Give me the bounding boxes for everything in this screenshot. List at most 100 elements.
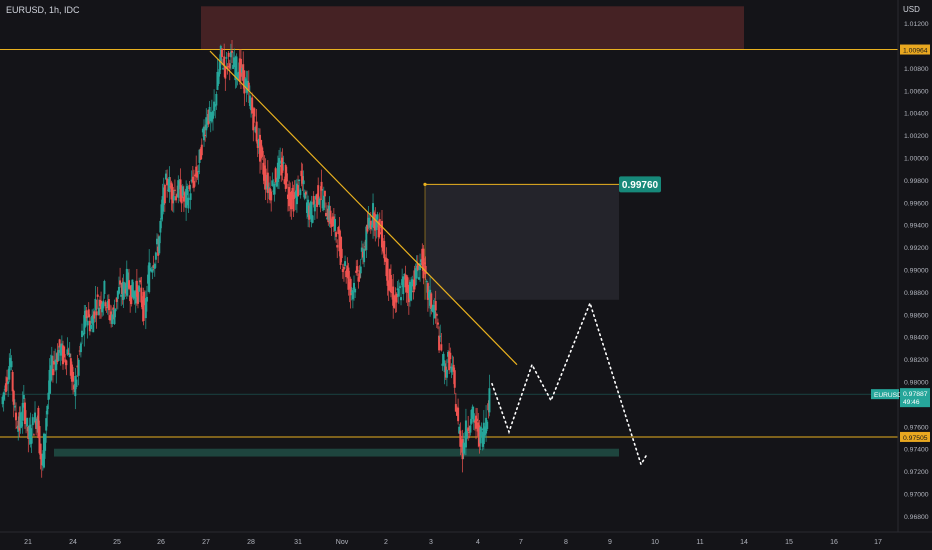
candle-body: [156, 238, 159, 245]
candle-body: [168, 176, 171, 193]
candle-body: [463, 442, 466, 446]
candle-body: [89, 324, 92, 330]
candle-body: [243, 70, 246, 94]
candle-body: [31, 417, 34, 426]
candle-body: [280, 165, 283, 176]
candle-body: [295, 183, 298, 205]
price-axis[interactable]: 1.01200 1.00800 1.00600 1.00400 1.00200 1.000…: [871, 0, 930, 532]
candle-body: [210, 112, 213, 122]
candle-body: [430, 293, 433, 309]
candle-body: [393, 300, 396, 308]
candle-body: [176, 193, 179, 197]
candle-body: [49, 365, 52, 382]
candle-body: [106, 300, 109, 308]
candle-body: [104, 302, 107, 307]
candle-body: [10, 361, 13, 368]
candle-body: [375, 216, 378, 231]
candle-body: [179, 179, 182, 202]
candle-body: [95, 311, 98, 316]
candle-body: [147, 274, 150, 284]
candle-body: [236, 74, 239, 79]
candle-body: [253, 108, 256, 117]
candle-body: [369, 220, 372, 230]
candle-body: [298, 179, 301, 182]
candle-body: [153, 263, 156, 269]
candle-body: [442, 353, 445, 365]
current-symbol-label: EURUSD: [874, 392, 902, 399]
candle-body: [11, 371, 14, 392]
candle-body: [330, 219, 333, 227]
candle-body: [340, 248, 343, 259]
candle-body: [123, 283, 126, 293]
candle-body: [299, 189, 302, 195]
candle-body: [471, 406, 474, 416]
candle-body: [314, 195, 317, 200]
candle-body: [461, 438, 464, 460]
candle-body: [389, 275, 392, 293]
price-tick: 1.00200: [904, 133, 929, 140]
candle-body: [48, 369, 51, 394]
candle-body: [400, 297, 403, 301]
candle-body: [105, 307, 108, 309]
candle-body: [405, 276, 408, 293]
candle-body: [117, 286, 120, 294]
candle-body: [481, 431, 484, 447]
candle-body: [320, 181, 323, 191]
candle-body: [57, 350, 60, 361]
time-label: 27: [202, 539, 210, 546]
candle-body: [101, 303, 104, 313]
price-tick: 1.00000: [904, 156, 929, 163]
candle-body: [387, 281, 390, 291]
candle-body: [394, 295, 397, 302]
candle-body: [184, 192, 186, 198]
candle-body: [187, 197, 190, 209]
target-badge: 0.99760: [619, 176, 661, 193]
target-badge-box: [619, 176, 661, 193]
candle-body: [181, 186, 184, 196]
candle-body: [125, 268, 128, 296]
candle-body: [138, 285, 141, 292]
candle-body: [376, 214, 379, 220]
candle-body: [56, 352, 59, 363]
candle-body: [164, 173, 167, 180]
candle-body: [374, 214, 377, 231]
candle-body: [112, 307, 115, 310]
candle-body: [246, 80, 249, 92]
candle-body: [302, 180, 305, 185]
candle-body: [235, 56, 238, 76]
candle-body: [473, 421, 476, 423]
candle-body: [78, 350, 81, 352]
price-tick: 0.99600: [904, 200, 929, 207]
zones-layer: [0, 6, 898, 457]
candle-body: [157, 246, 160, 256]
candle-body: [145, 296, 148, 302]
candle-body: [448, 351, 451, 371]
candle-body: [189, 193, 192, 200]
candle-body: [124, 289, 127, 294]
candle-body: [87, 309, 90, 318]
candle-body: [204, 134, 207, 136]
candle-body: [225, 57, 228, 59]
candle-body: [136, 286, 139, 304]
candle-body: [455, 408, 458, 416]
candle-body: [67, 353, 70, 355]
candle-body: [309, 203, 312, 216]
candle-body: [8, 366, 11, 380]
candle-body: [339, 236, 342, 265]
candle-body: [458, 426, 461, 434]
candle-body: [281, 157, 284, 173]
target-badge-label: 0.99760: [622, 180, 659, 191]
candle-body: [166, 178, 169, 186]
currency-label: USD: [903, 5, 920, 14]
candle-body: [32, 434, 35, 436]
candle-body: [257, 138, 260, 147]
candle-body: [477, 422, 480, 437]
candle-body: [20, 421, 23, 427]
candle-body: [472, 413, 475, 423]
candle-body: [421, 248, 424, 266]
candle-body: [459, 430, 462, 447]
time-axis[interactable]: 21 24 25 26 27 28 31 Nov 2 3 4 7 8 9 10 11 14 15 16 17: [0, 531, 932, 546]
